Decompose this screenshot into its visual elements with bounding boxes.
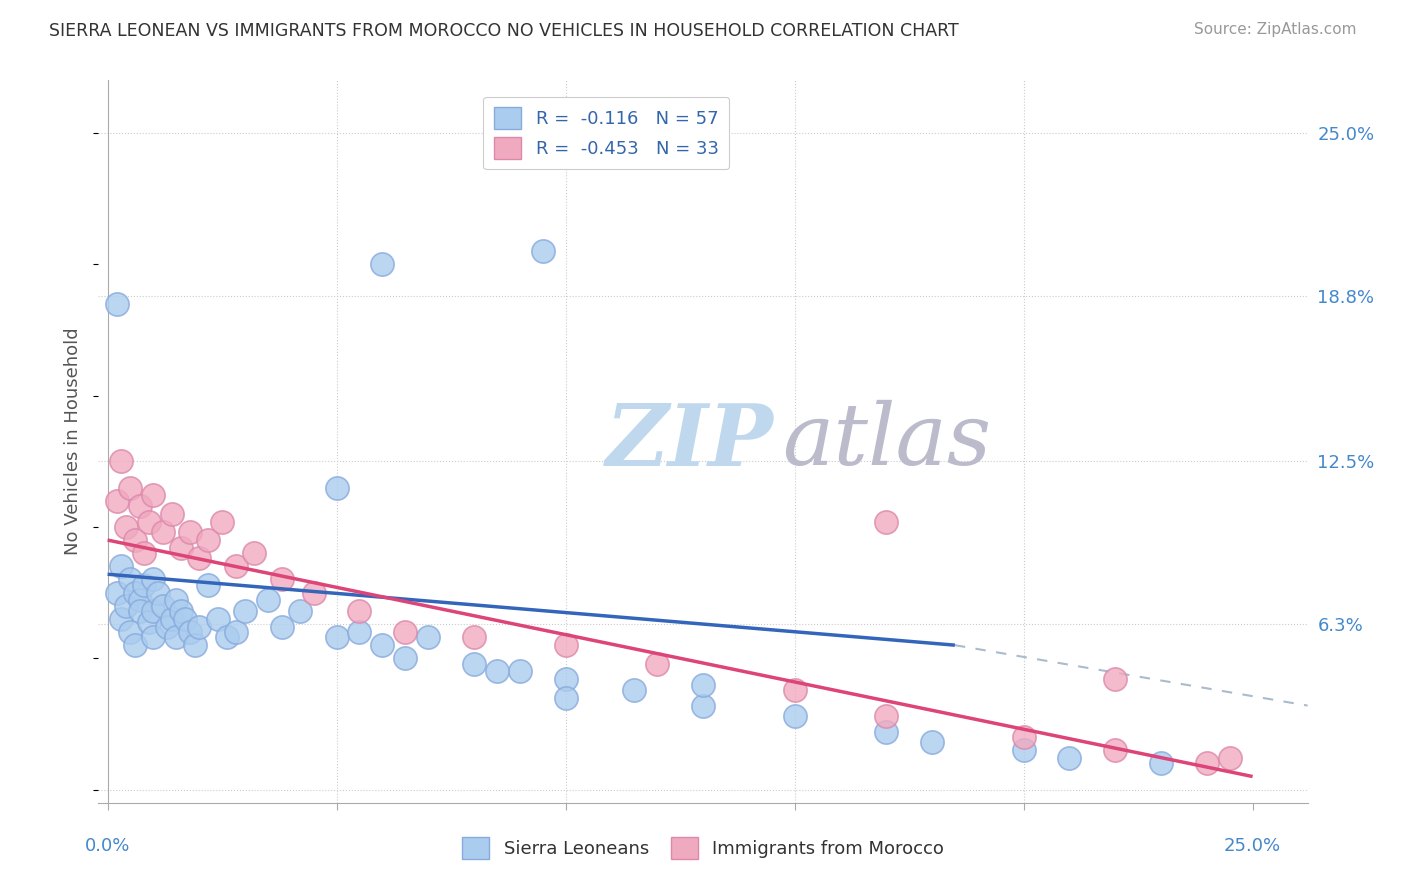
Point (188, 620, 211, 634)
Point (110, 454, 132, 468)
Point (371, 257, 394, 271)
Point (875, 709, 897, 723)
Point (1104, 743, 1126, 757)
Point (165, 630, 187, 644)
Point (120, 625, 142, 640)
Point (418, 630, 440, 644)
Point (179, 525, 201, 540)
Point (124, 638, 146, 652)
Point (270, 620, 292, 634)
Point (165, 593, 187, 607)
Point (233, 604, 256, 618)
Point (531, 244, 554, 258)
Point (128, 604, 150, 618)
Point (128, 593, 150, 607)
Point (1012, 730, 1035, 744)
Point (394, 651, 416, 665)
Point (509, 665, 531, 679)
Point (1150, 756, 1173, 771)
Point (197, 578, 219, 592)
Point (120, 481, 142, 495)
Point (554, 690, 576, 705)
Point (463, 657, 485, 671)
Point (142, 604, 165, 618)
Point (921, 735, 943, 749)
Point (554, 673, 576, 687)
Point (349, 604, 371, 618)
Point (110, 559, 132, 574)
Point (174, 612, 197, 626)
Point (1104, 673, 1126, 687)
Point (124, 585, 146, 599)
Point (105, 493, 128, 508)
Y-axis label: No Vehicles in Household: No Vehicles in Household (65, 327, 83, 556)
Point (105, 585, 128, 599)
Text: ZIP: ZIP (606, 400, 775, 483)
Point (120, 573, 142, 587)
Point (211, 515, 233, 529)
Point (302, 585, 325, 599)
Point (1059, 751, 1081, 765)
Point (183, 638, 205, 652)
Point (394, 625, 416, 640)
Point (170, 604, 193, 618)
Point (692, 698, 714, 713)
Point (160, 612, 183, 626)
Point (110, 612, 132, 626)
Point (783, 709, 806, 723)
Point (188, 551, 211, 566)
Point (325, 481, 347, 495)
Point (325, 630, 347, 644)
Point (243, 546, 266, 560)
Point (138, 515, 160, 529)
Point (215, 630, 238, 644)
Point (645, 657, 668, 671)
Point (128, 499, 150, 513)
Point (463, 630, 485, 644)
Point (1219, 751, 1241, 765)
Point (115, 599, 138, 613)
Point (115, 520, 138, 534)
Point (783, 682, 806, 697)
Point (197, 533, 219, 547)
Legend: Sierra Leoneans, Immigrants from Morocco: Sierra Leoneans, Immigrants from Morocco (456, 830, 950, 866)
Point (146, 585, 169, 599)
Text: SIERRA LEONEAN VS IMMIGRANTS FROM MOROCCO NO VEHICLES IN HOUSEHOLD CORRELATION C: SIERRA LEONEAN VS IMMIGRANTS FROM MOROCC… (49, 22, 959, 40)
Point (207, 612, 229, 626)
Point (225, 625, 247, 640)
Point (134, 546, 156, 560)
Point (134, 578, 156, 592)
Point (156, 620, 179, 634)
Point (142, 488, 165, 502)
Point (692, 677, 714, 691)
Point (138, 615, 160, 629)
Point (179, 625, 201, 640)
Text: atlas: atlas (782, 401, 991, 483)
Point (875, 515, 897, 529)
Point (288, 604, 311, 618)
Point (371, 638, 394, 652)
Point (225, 559, 247, 574)
Point (124, 533, 146, 547)
Point (485, 665, 508, 679)
Point (105, 296, 128, 310)
Point (270, 573, 292, 587)
Text: 0.0%: 0.0% (84, 837, 131, 855)
Point (1012, 743, 1035, 757)
Point (170, 541, 193, 555)
Point (142, 573, 165, 587)
Point (142, 630, 165, 644)
Point (257, 593, 280, 607)
Point (623, 682, 645, 697)
Point (554, 638, 576, 652)
Point (160, 507, 183, 521)
Point (152, 599, 174, 613)
Point (152, 525, 174, 540)
Point (875, 724, 897, 739)
Text: Source: ZipAtlas.com: Source: ZipAtlas.com (1194, 22, 1357, 37)
Text: 25.0%: 25.0% (1225, 837, 1281, 855)
Point (1195, 756, 1218, 771)
Point (349, 625, 371, 640)
